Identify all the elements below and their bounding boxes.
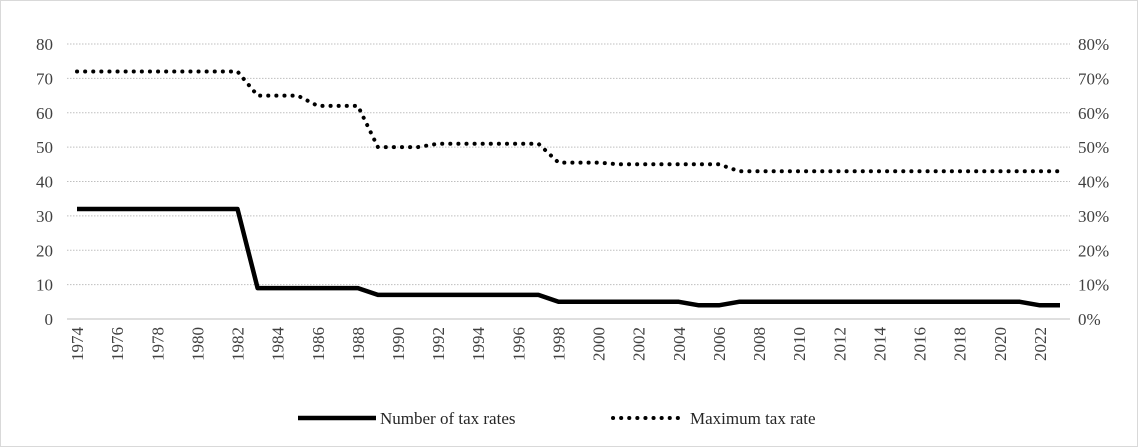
right-axis-ticks: 0% 10% 20% 30% 40% 50% 60% 70% 80% (1078, 35, 1109, 329)
x-tick-label: 1982 (229, 327, 248, 361)
x-tick-label: 2022 (1031, 327, 1050, 361)
x-tick-label: 1998 (549, 327, 568, 361)
y-right-tick-label: 20% (1078, 241, 1109, 260)
x-tick-label: 1984 (269, 327, 288, 362)
x-tick-label: 2012 (830, 327, 849, 361)
y-left-tick-label: 0 (45, 310, 54, 329)
x-tick-label: 2010 (790, 327, 809, 361)
y-right-tick-label: 80% (1078, 35, 1109, 54)
x-tick-label: 2008 (750, 327, 769, 361)
y-left-tick-label: 60 (36, 104, 53, 123)
legend: Number of tax rates Maximum tax rate (298, 409, 816, 428)
gridlines (67, 43, 1070, 286)
x-tick-label: 2016 (911, 327, 930, 361)
y-right-tick-label: 0% (1078, 310, 1101, 329)
y-right-tick-label: 30% (1078, 207, 1109, 226)
series-group (75, 69, 1062, 308)
x-axis-ticks: 1974 1976 1978 1980 1982 1984 1986 1988 1990 1992… (68, 326, 1050, 361)
left-axis-ticks: 0 10 20 30 40 50 60 70 80 (36, 35, 53, 329)
y-left-tick-label: 10 (36, 276, 53, 295)
y-left-tick-label: 30 (36, 207, 53, 226)
x-tick-label: 1992 (429, 327, 448, 361)
legend-label-maximum-tax-rate: Maximum tax rate (690, 409, 816, 428)
x-tick-label: 2018 (951, 327, 970, 361)
x-tick-label: 1996 (509, 327, 528, 361)
series-line-number-of-tax-rates (77, 206, 1060, 308)
x-tick-label: 2006 (710, 327, 729, 361)
x-tick-label: 1976 (108, 327, 127, 361)
y-right-tick-label: 70% (1078, 69, 1109, 88)
x-tick-label: 2020 (991, 327, 1010, 361)
y-right-tick-label: 50% (1078, 138, 1109, 157)
y-left-tick-label: 70 (36, 69, 53, 88)
legend-label-number-of-tax-rates: Number of tax rates (380, 409, 515, 428)
x-tick-label: 2004 (670, 327, 689, 362)
x-tick-label: 1994 (469, 326, 488, 361)
x-tick-label: 1974 (68, 327, 87, 362)
x-tick-label: 1978 (148, 327, 167, 361)
y-right-tick-label: 40% (1078, 173, 1109, 192)
x-tick-label: 2002 (630, 327, 649, 361)
x-tick-label: 2014 (870, 327, 889, 362)
x-tick-label: 1988 (349, 327, 368, 361)
y-right-tick-label: 60% (1078, 104, 1109, 123)
y-left-tick-label: 40 (36, 173, 53, 192)
series-line-maximum-tax-rate (75, 69, 1062, 174)
y-left-tick-label: 80 (36, 35, 53, 54)
y-right-tick-label: 10% (1078, 276, 1109, 295)
y-left-tick-label: 20 (36, 241, 53, 260)
y-left-tick-label: 50 (36, 138, 53, 157)
x-tick-label: 2000 (590, 327, 609, 361)
x-tick-label: 1990 (389, 327, 408, 361)
x-tick-label: 1986 (309, 327, 328, 361)
x-tick-label: 1980 (188, 327, 207, 361)
